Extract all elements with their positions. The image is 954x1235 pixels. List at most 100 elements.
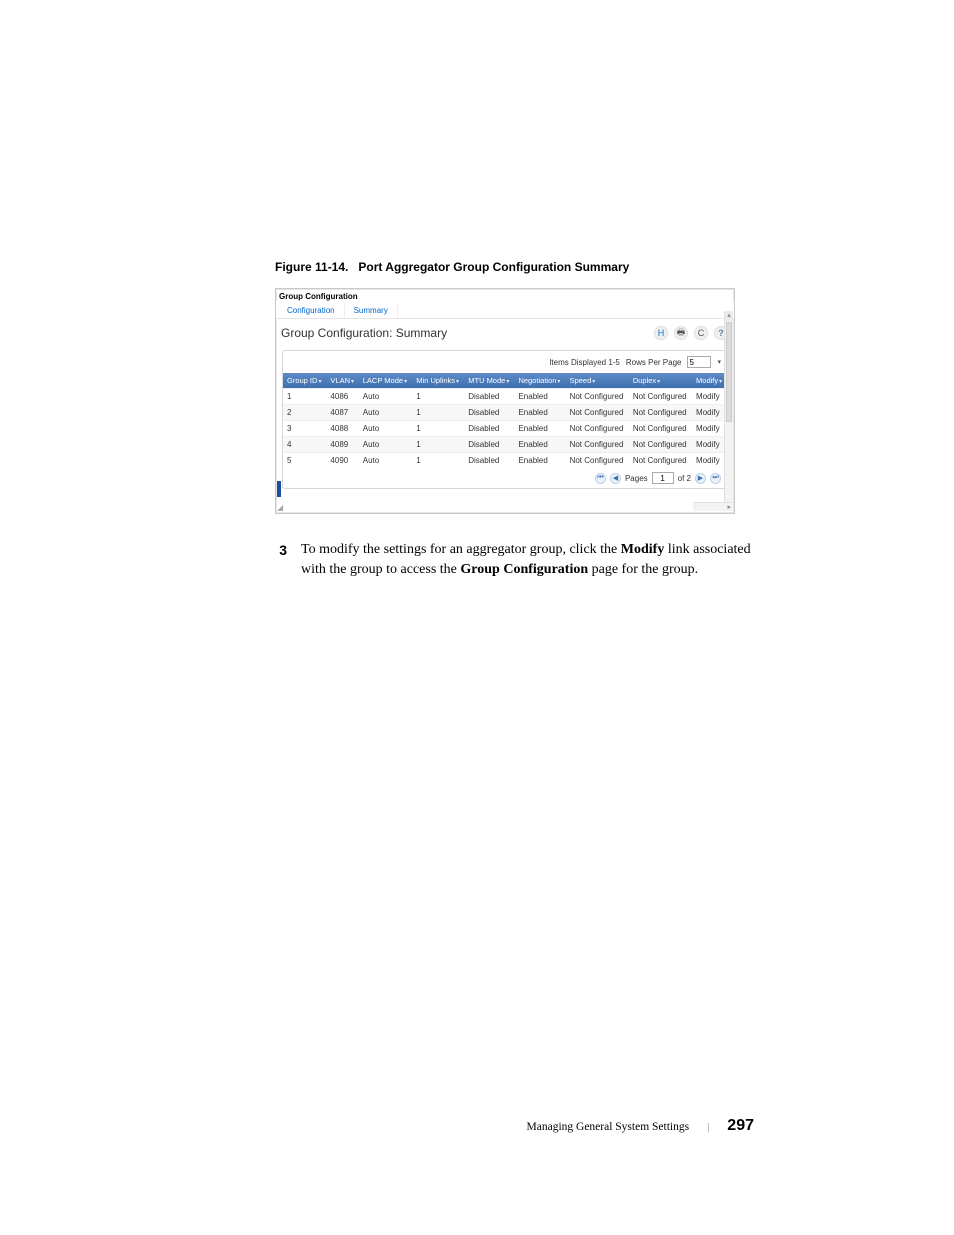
horizontal-scrollbar-cap[interactable]: ▸ bbox=[693, 502, 733, 511]
screenshot-panel: Group Configuration Configuration Summar… bbox=[275, 288, 735, 514]
step-text: To modify the settings for an aggregator… bbox=[301, 540, 754, 581]
table-cell: Disabled bbox=[464, 421, 514, 437]
table-cell: 4087 bbox=[326, 405, 358, 421]
figure-label: Figure 11-14. bbox=[275, 260, 348, 274]
col-mtu-mode[interactable]: MTU Mode bbox=[464, 373, 514, 389]
figure-caption: Figure 11-14. Port Aggregator Group Conf… bbox=[275, 260, 754, 274]
table-cell: 5 bbox=[283, 453, 326, 469]
dropdown-icon[interactable]: ▾ bbox=[717, 358, 721, 366]
table-cell: Not Configured bbox=[629, 437, 692, 453]
pager-first-icon[interactable]: ⏮ bbox=[595, 473, 606, 484]
col-modify[interactable]: Modify bbox=[692, 373, 727, 389]
pager-of-label: of 2 bbox=[678, 474, 691, 483]
tabs-row: Configuration Summary bbox=[276, 301, 734, 318]
pager-current-input[interactable] bbox=[652, 472, 674, 484]
tab-configuration[interactable]: Configuration bbox=[278, 303, 345, 318]
col-vlan[interactable]: VLAN bbox=[326, 373, 358, 389]
table-cell[interactable]: Modify bbox=[692, 389, 727, 405]
step-pre: To modify the settings for an aggregator… bbox=[301, 542, 621, 557]
pager-last-icon[interactable]: ⏭ bbox=[710, 473, 721, 484]
table-cell: 2 bbox=[283, 405, 326, 421]
table-cell: Auto bbox=[359, 389, 413, 405]
items-displayed: Items Displayed 1-5 bbox=[549, 358, 620, 367]
print-icon[interactable]: 🖶 bbox=[674, 326, 688, 340]
refresh-icon[interactable]: C bbox=[694, 326, 708, 340]
table-cell[interactable]: Modify bbox=[692, 405, 727, 421]
table-row: 14086Auto1DisabledEnabledNot ConfiguredN… bbox=[283, 389, 727, 405]
table-cell: Not Configured bbox=[629, 389, 692, 405]
table-cell: Not Configured bbox=[566, 405, 629, 421]
table-cell: 4090 bbox=[326, 453, 358, 469]
table-cell: Disabled bbox=[464, 389, 514, 405]
table-cell: Auto bbox=[359, 405, 413, 421]
panel-header: Group Configuration: Summary H 🖶 C ? bbox=[276, 318, 734, 350]
footer-separator: | bbox=[707, 1121, 709, 1133]
table-cell: Enabled bbox=[514, 437, 565, 453]
pager-pages-label: Pages bbox=[625, 474, 648, 483]
table-cell: 1 bbox=[283, 389, 326, 405]
table-cell: Auto bbox=[359, 437, 413, 453]
table-cell: Not Configured bbox=[566, 453, 629, 469]
table-cell: 1 bbox=[412, 437, 464, 453]
panel-title: Group Configuration: Summary bbox=[281, 326, 447, 340]
page-footer: Managing General System Settings | 297 bbox=[527, 1117, 754, 1135]
selection-bar bbox=[277, 481, 281, 497]
table-cell: Disabled bbox=[464, 453, 514, 469]
table-cell: 4088 bbox=[326, 421, 358, 437]
table-cell: Disabled bbox=[464, 405, 514, 421]
table-cell: Enabled bbox=[514, 421, 565, 437]
table-cell: Auto bbox=[359, 453, 413, 469]
table-box: Items Displayed 1-5 Rows Per Page ▾ Grou… bbox=[282, 350, 728, 489]
table-cell: Not Configured bbox=[566, 437, 629, 453]
col-negotiation[interactable]: Negotiation bbox=[514, 373, 565, 389]
table-cell: Enabled bbox=[514, 405, 565, 421]
col-group-id[interactable]: Group ID bbox=[283, 373, 326, 389]
step-bold-modify: Modify bbox=[621, 542, 665, 557]
table-row: 24087Auto1DisabledEnabledNot ConfiguredN… bbox=[283, 405, 727, 421]
table-cell: Not Configured bbox=[566, 421, 629, 437]
table-cell: Not Configured bbox=[629, 405, 692, 421]
table-cell: Disabled bbox=[464, 437, 514, 453]
pager: ⏮ ◀ Pages of 2 ▶ ⏭ bbox=[283, 468, 727, 488]
vertical-scrollbar[interactable]: ▴ bbox=[724, 311, 733, 511]
table-cell: Not Configured bbox=[566, 389, 629, 405]
footer-page-number: 297 bbox=[727, 1117, 754, 1135]
table-cell: 1 bbox=[412, 453, 464, 469]
table-cell: 4089 bbox=[326, 437, 358, 453]
rows-per-page-label: Rows Per Page bbox=[626, 358, 682, 367]
col-lacp-mode[interactable]: LACP Mode bbox=[359, 373, 413, 389]
pager-prev-icon[interactable]: ◀ bbox=[610, 473, 621, 484]
table-cell: Not Configured bbox=[629, 421, 692, 437]
table-cell[interactable]: Modify bbox=[692, 421, 727, 437]
table-cell: Not Configured bbox=[629, 453, 692, 469]
table-cell: 3 bbox=[283, 421, 326, 437]
table-cell: 1 bbox=[412, 421, 464, 437]
table-row: 34088Auto1DisabledEnabledNot ConfiguredN… bbox=[283, 421, 727, 437]
instruction-step: 3 To modify the settings for an aggregat… bbox=[275, 540, 754, 581]
table-cell: 4086 bbox=[326, 389, 358, 405]
table-cell: Enabled bbox=[514, 389, 565, 405]
table-cell: Enabled bbox=[514, 453, 565, 469]
step-post: page for the group. bbox=[588, 562, 698, 577]
col-min-uplinks[interactable]: Min Uplinks bbox=[412, 373, 464, 389]
footer-title: Managing General System Settings bbox=[527, 1121, 690, 1133]
scroll-thumb[interactable] bbox=[726, 322, 732, 422]
table-top: Items Displayed 1-5 Rows Per Page ▾ bbox=[283, 351, 727, 373]
table-cell: Auto bbox=[359, 421, 413, 437]
pager-next-icon[interactable]: ▶ bbox=[695, 473, 706, 484]
tab-summary[interactable]: Summary bbox=[345, 303, 398, 318]
table-row: 44089Auto1DisabledEnabledNot ConfiguredN… bbox=[283, 437, 727, 453]
step-bold-group-config: Group Configuration bbox=[460, 562, 588, 577]
scroll-up-icon[interactable]: ▴ bbox=[725, 311, 733, 321]
resize-corner-icon: ◢ bbox=[277, 503, 283, 512]
step-number: 3 bbox=[275, 540, 287, 581]
table-cell[interactable]: Modify bbox=[692, 453, 727, 469]
table-cell: 1 bbox=[412, 389, 464, 405]
table-cell[interactable]: Modify bbox=[692, 437, 727, 453]
table-row: 54090Auto1DisabledEnabledNot ConfiguredN… bbox=[283, 453, 727, 469]
save-icon[interactable]: H bbox=[654, 326, 668, 340]
rows-per-page-select[interactable] bbox=[687, 356, 711, 368]
col-duplex[interactable]: Duplex bbox=[629, 373, 692, 389]
table-cell: 1 bbox=[412, 405, 464, 421]
col-speed[interactable]: Speed bbox=[566, 373, 629, 389]
